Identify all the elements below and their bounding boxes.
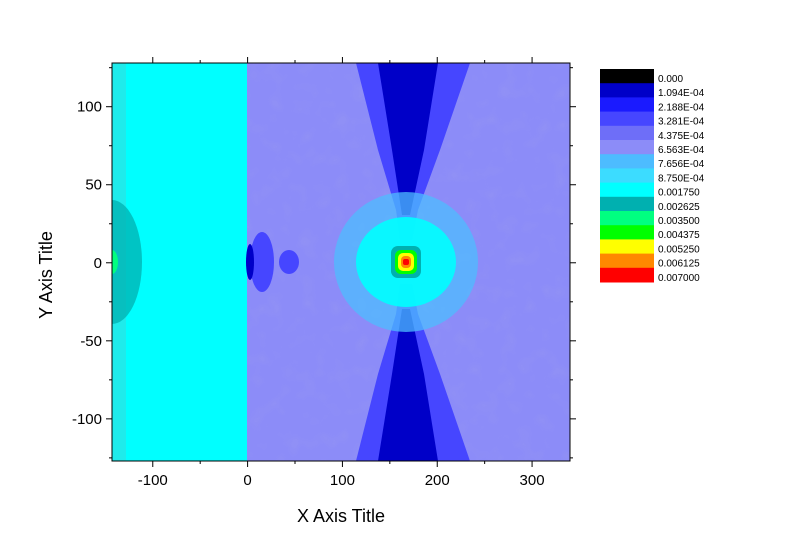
legend-label: 8.750E-04: [658, 173, 705, 184]
y-tick-label: 50: [85, 177, 102, 194]
legend-swatch: [600, 125, 654, 141]
legend-swatch: [600, 168, 654, 184]
x-axis-title: X Axis Title: [297, 506, 385, 526]
legend-label: 2.188E-04: [658, 102, 705, 113]
x-tick-label: 0: [243, 472, 251, 489]
legend-label: 0.003500: [658, 216, 700, 227]
legend-swatch: [600, 225, 654, 240]
legend-label: 3.281E-04: [658, 117, 705, 128]
y-tick-label: 0: [94, 255, 102, 272]
legend-swatch: [600, 253, 654, 269]
legend-label: 0.006125: [658, 259, 700, 270]
legend-swatch: [600, 239, 654, 255]
legend-label: 0.001750: [658, 188, 700, 199]
legend-swatch: [600, 97, 654, 113]
legend-swatch: [600, 69, 654, 84]
legend-swatch: [600, 154, 654, 169]
x-tick-label: 200: [425, 472, 450, 489]
plot-area: [112, 63, 570, 461]
legend-swatch: [600, 196, 654, 212]
legend-swatch: [600, 211, 654, 226]
y-tick-label: 100: [77, 99, 102, 116]
y-axis-title: Y Axis Title: [36, 231, 56, 319]
legend-label: 0.007000: [658, 273, 700, 284]
legend-label: 7.656E-04: [658, 159, 705, 170]
y-axis: 100 50 0 -50 -100: [72, 67, 576, 459]
x-tick-label: -100: [138, 472, 168, 489]
y-tick-label: -50: [80, 333, 102, 350]
legend-label: 1.094E-04: [658, 88, 705, 99]
legend-label: 0.002625: [658, 202, 700, 213]
legend-label: 4.375E-04: [658, 131, 705, 142]
legend-swatch: [600, 140, 654, 155]
legend-swatch: [600, 182, 654, 198]
x-tick-label: 300: [520, 472, 545, 489]
legend-label: 6.563E-04: [658, 145, 705, 156]
color-scale-legend: 0.000 1.094E-04 2.188E-04 3.281E-04 4.375E-0…: [600, 69, 705, 284]
hourglass-inner: [378, 63, 438, 215]
left-lobe-core: [112, 250, 118, 274]
plot-frame: [111, 62, 571, 462]
blob-3: [246, 244, 254, 280]
hourglass-inner-bottom: [378, 309, 438, 461]
legend-label: 0.004375: [658, 230, 700, 241]
legend-swatch: [600, 83, 654, 98]
legend-swatch: [600, 267, 654, 283]
x-axis: -100 0 100 200 300: [138, 57, 545, 489]
legend-label: 0.000: [658, 74, 683, 85]
x-tick-label: 100: [330, 472, 355, 489]
y-tick-label: -100: [72, 411, 102, 428]
peak-core: [403, 259, 409, 265]
blob-2: [279, 250, 299, 274]
legend-label: 0.005250: [658, 244, 700, 255]
blob-1: [250, 232, 274, 292]
legend-swatch: [600, 111, 654, 127]
left-lobe: [112, 200, 142, 324]
